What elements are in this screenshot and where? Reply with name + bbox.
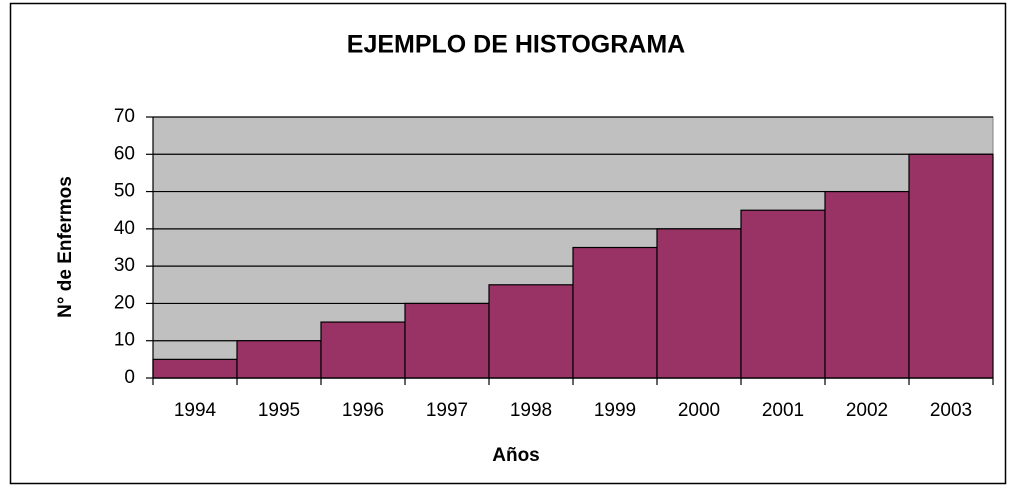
x-tick-label: 1997 [426,400,468,421]
bar [740,209,826,379]
y-tick-label: 20 [114,292,135,313]
bar [656,228,742,379]
x-tick-label: 1998 [510,400,552,421]
bar [824,190,910,379]
bar [488,284,574,379]
y-tick-label: 50 [114,181,135,202]
y-tick-label: 70 [114,106,135,127]
y-tick-label: 0 [124,367,135,388]
x-tick-label: 2002 [846,400,888,421]
y-axis-label: N° de Enfermos [55,176,76,318]
chart-title: EJEMPLO DE HISTOGRAMA [347,31,685,59]
y-tick-label: 60 [114,143,135,164]
bar [908,153,994,379]
x-tick-label: 1994 [174,400,217,421]
x-tick-label: 2003 [930,400,972,421]
bar [320,321,406,379]
x-tick-label: 2001 [762,400,804,421]
bar [236,340,322,379]
x-tick-label: 2000 [678,400,720,421]
x-axis-label: Años [492,445,540,466]
x-tick-label: 1996 [342,400,384,421]
x-tick-label: 1999 [594,400,636,421]
bar [572,246,658,379]
y-tick-label: 40 [114,218,135,239]
bar [152,358,238,379]
bar [404,302,490,379]
y-tick-label: 10 [114,330,135,351]
y-tick-label: 30 [114,255,135,276]
x-tick-label: 1995 [258,400,300,421]
